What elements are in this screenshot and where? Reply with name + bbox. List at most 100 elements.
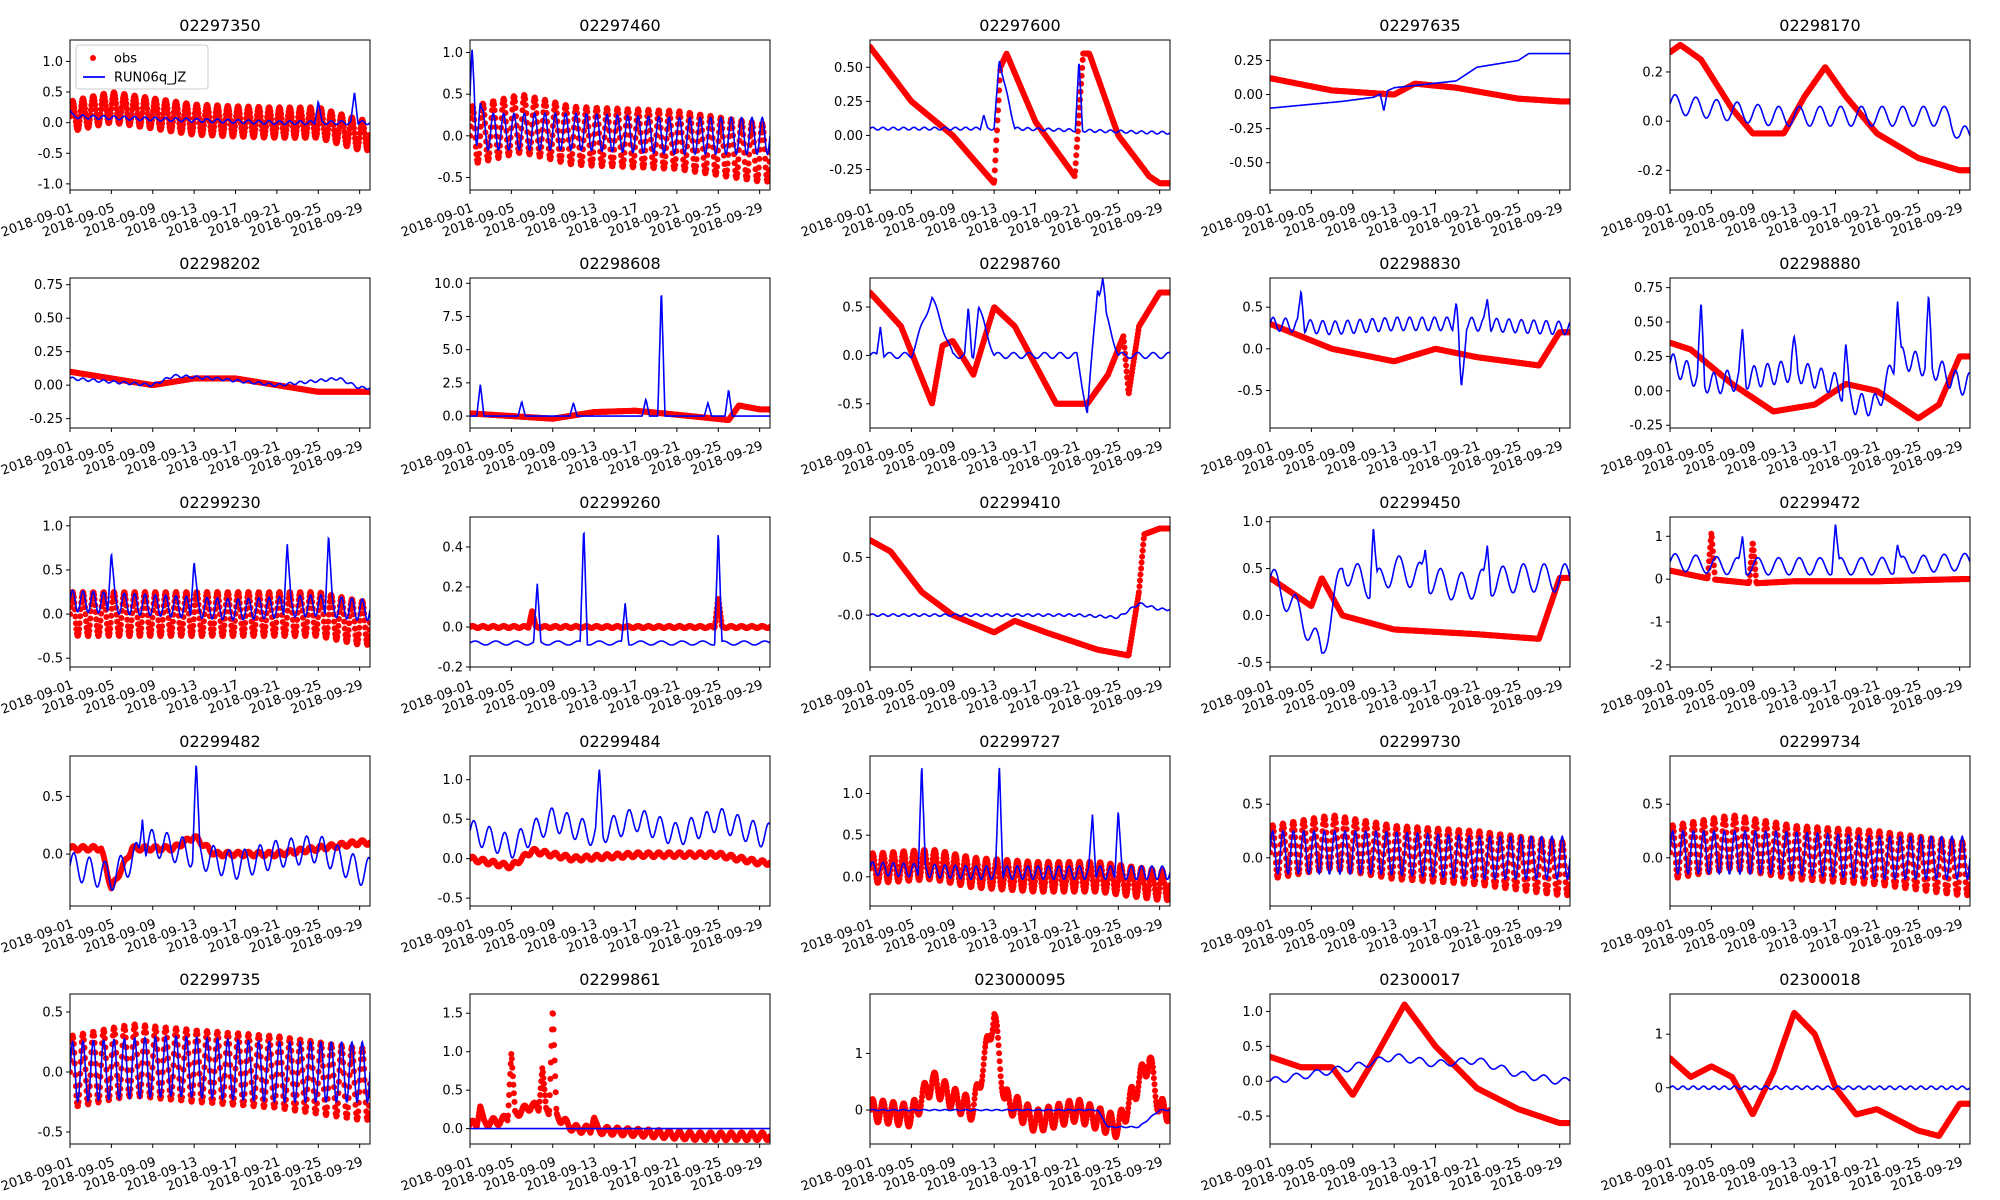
obs-point (242, 124, 249, 131)
obs-point (355, 139, 362, 146)
obs-point (579, 159, 585, 166)
y-tick-label: 0.2 (1642, 65, 1663, 80)
plot-area (1270, 289, 1570, 386)
obs-point (651, 157, 658, 164)
obs-point (991, 167, 998, 174)
obs-point (543, 103, 550, 109)
obs-point (278, 115, 285, 122)
obs-point (547, 153, 554, 160)
panel-title: 02298202 (179, 254, 260, 273)
obs-point (335, 126, 342, 133)
obs-point (1074, 136, 1081, 143)
obs-point (190, 124, 197, 131)
obs-point (558, 157, 565, 164)
y-tick-label: 0.0 (1642, 115, 1663, 130)
obs-point (129, 106, 136, 113)
obs-point (165, 110, 171, 117)
obs-point (558, 153, 565, 159)
obs-point (635, 108, 642, 115)
obs-point (288, 114, 295, 120)
obs-point (991, 177, 998, 184)
obs-point (766, 158, 770, 165)
axes-frame (69, 39, 371, 191)
obs-point (745, 168, 751, 175)
obs-point (185, 110, 192, 117)
y-tick-label: 0.0 (442, 410, 463, 425)
plot-area (870, 43, 1170, 187)
obs-point (724, 167, 731, 174)
obs-point (366, 136, 370, 143)
obs-point (756, 155, 763, 162)
obs-point (335, 130, 342, 137)
obs-point (512, 105, 519, 111)
obs-point (512, 98, 518, 105)
obs-point (154, 105, 161, 112)
obs-point (604, 107, 611, 113)
y-tick-label: -0.25 (829, 163, 863, 178)
obs-point (573, 105, 580, 112)
plot-area (870, 278, 1170, 414)
obs-point (765, 167, 770, 174)
obs-point (341, 128, 348, 135)
y-tick-label: 0.25 (34, 345, 63, 360)
y-tick-label: 0.00 (34, 379, 63, 394)
obs-point (734, 164, 741, 171)
obs-point (594, 107, 601, 114)
panel-title: 02297635 (1379, 16, 1460, 35)
obs-point (600, 152, 607, 158)
obs-point (195, 110, 202, 117)
y-tick-label: -0.2 (1638, 164, 1663, 179)
y-tick-label: 0.5 (842, 301, 863, 316)
obs-point (537, 150, 544, 156)
obs-point (542, 98, 549, 105)
panel-02297635: 02297635-0.50-0.250.000.252018-09-012018… (1199, 16, 1571, 241)
obs-point (662, 160, 668, 167)
obs-point (765, 173, 770, 180)
y-tick-label: 0.0 (842, 349, 863, 364)
panel-02298608: 022986080.02.55.07.510.02018-09-012018-0… (399, 254, 771, 479)
obs-point (143, 101, 150, 107)
obs-point (625, 109, 632, 116)
obs-point (568, 157, 575, 164)
obs-point (138, 114, 145, 121)
obs-point (1078, 80, 1085, 87)
obs-point (293, 128, 300, 135)
obs-point (314, 126, 321, 133)
obs-point (491, 101, 498, 108)
obs-point (346, 130, 353, 137)
obs-point (1079, 64, 1086, 71)
obs-point (1073, 144, 1080, 151)
model-series (70, 92, 370, 126)
obs-point (631, 152, 638, 159)
legend-box (75, 44, 209, 90)
obs-point (731, 160, 738, 167)
y-tick-label: 1.0 (442, 46, 463, 61)
y-tick-label: 0.0 (42, 116, 63, 131)
obs-point (185, 115, 192, 122)
obs-series (1670, 42, 1970, 174)
obs-point (70, 113, 73, 120)
obs-series (870, 289, 1170, 407)
obs-point (703, 160, 710, 167)
y-tick-label: 0.25 (834, 95, 863, 110)
obs-point (205, 109, 212, 116)
obs-point (299, 112, 305, 119)
y-tick-label: 5.0 (442, 343, 463, 358)
panel-02298760: 02298760-0.50.00.52018-09-012018-09-0520… (799, 254, 1171, 479)
model-series (470, 295, 770, 417)
obs-point (553, 103, 560, 110)
obs-point (713, 169, 720, 176)
obs-point (325, 126, 332, 133)
axes-frame (469, 39, 771, 191)
obs-point (1072, 168, 1079, 175)
obs-point (620, 161, 627, 168)
obs-point (476, 142, 483, 149)
y-tick-label: 0.00 (834, 129, 863, 144)
obs-point (283, 126, 290, 133)
obs-point (995, 97, 1002, 104)
obs-point (1123, 362, 1130, 369)
obs-point (610, 160, 616, 167)
obs-point (356, 135, 363, 142)
panel-title: 02297350 (179, 16, 260, 35)
obs-point (107, 110, 114, 117)
